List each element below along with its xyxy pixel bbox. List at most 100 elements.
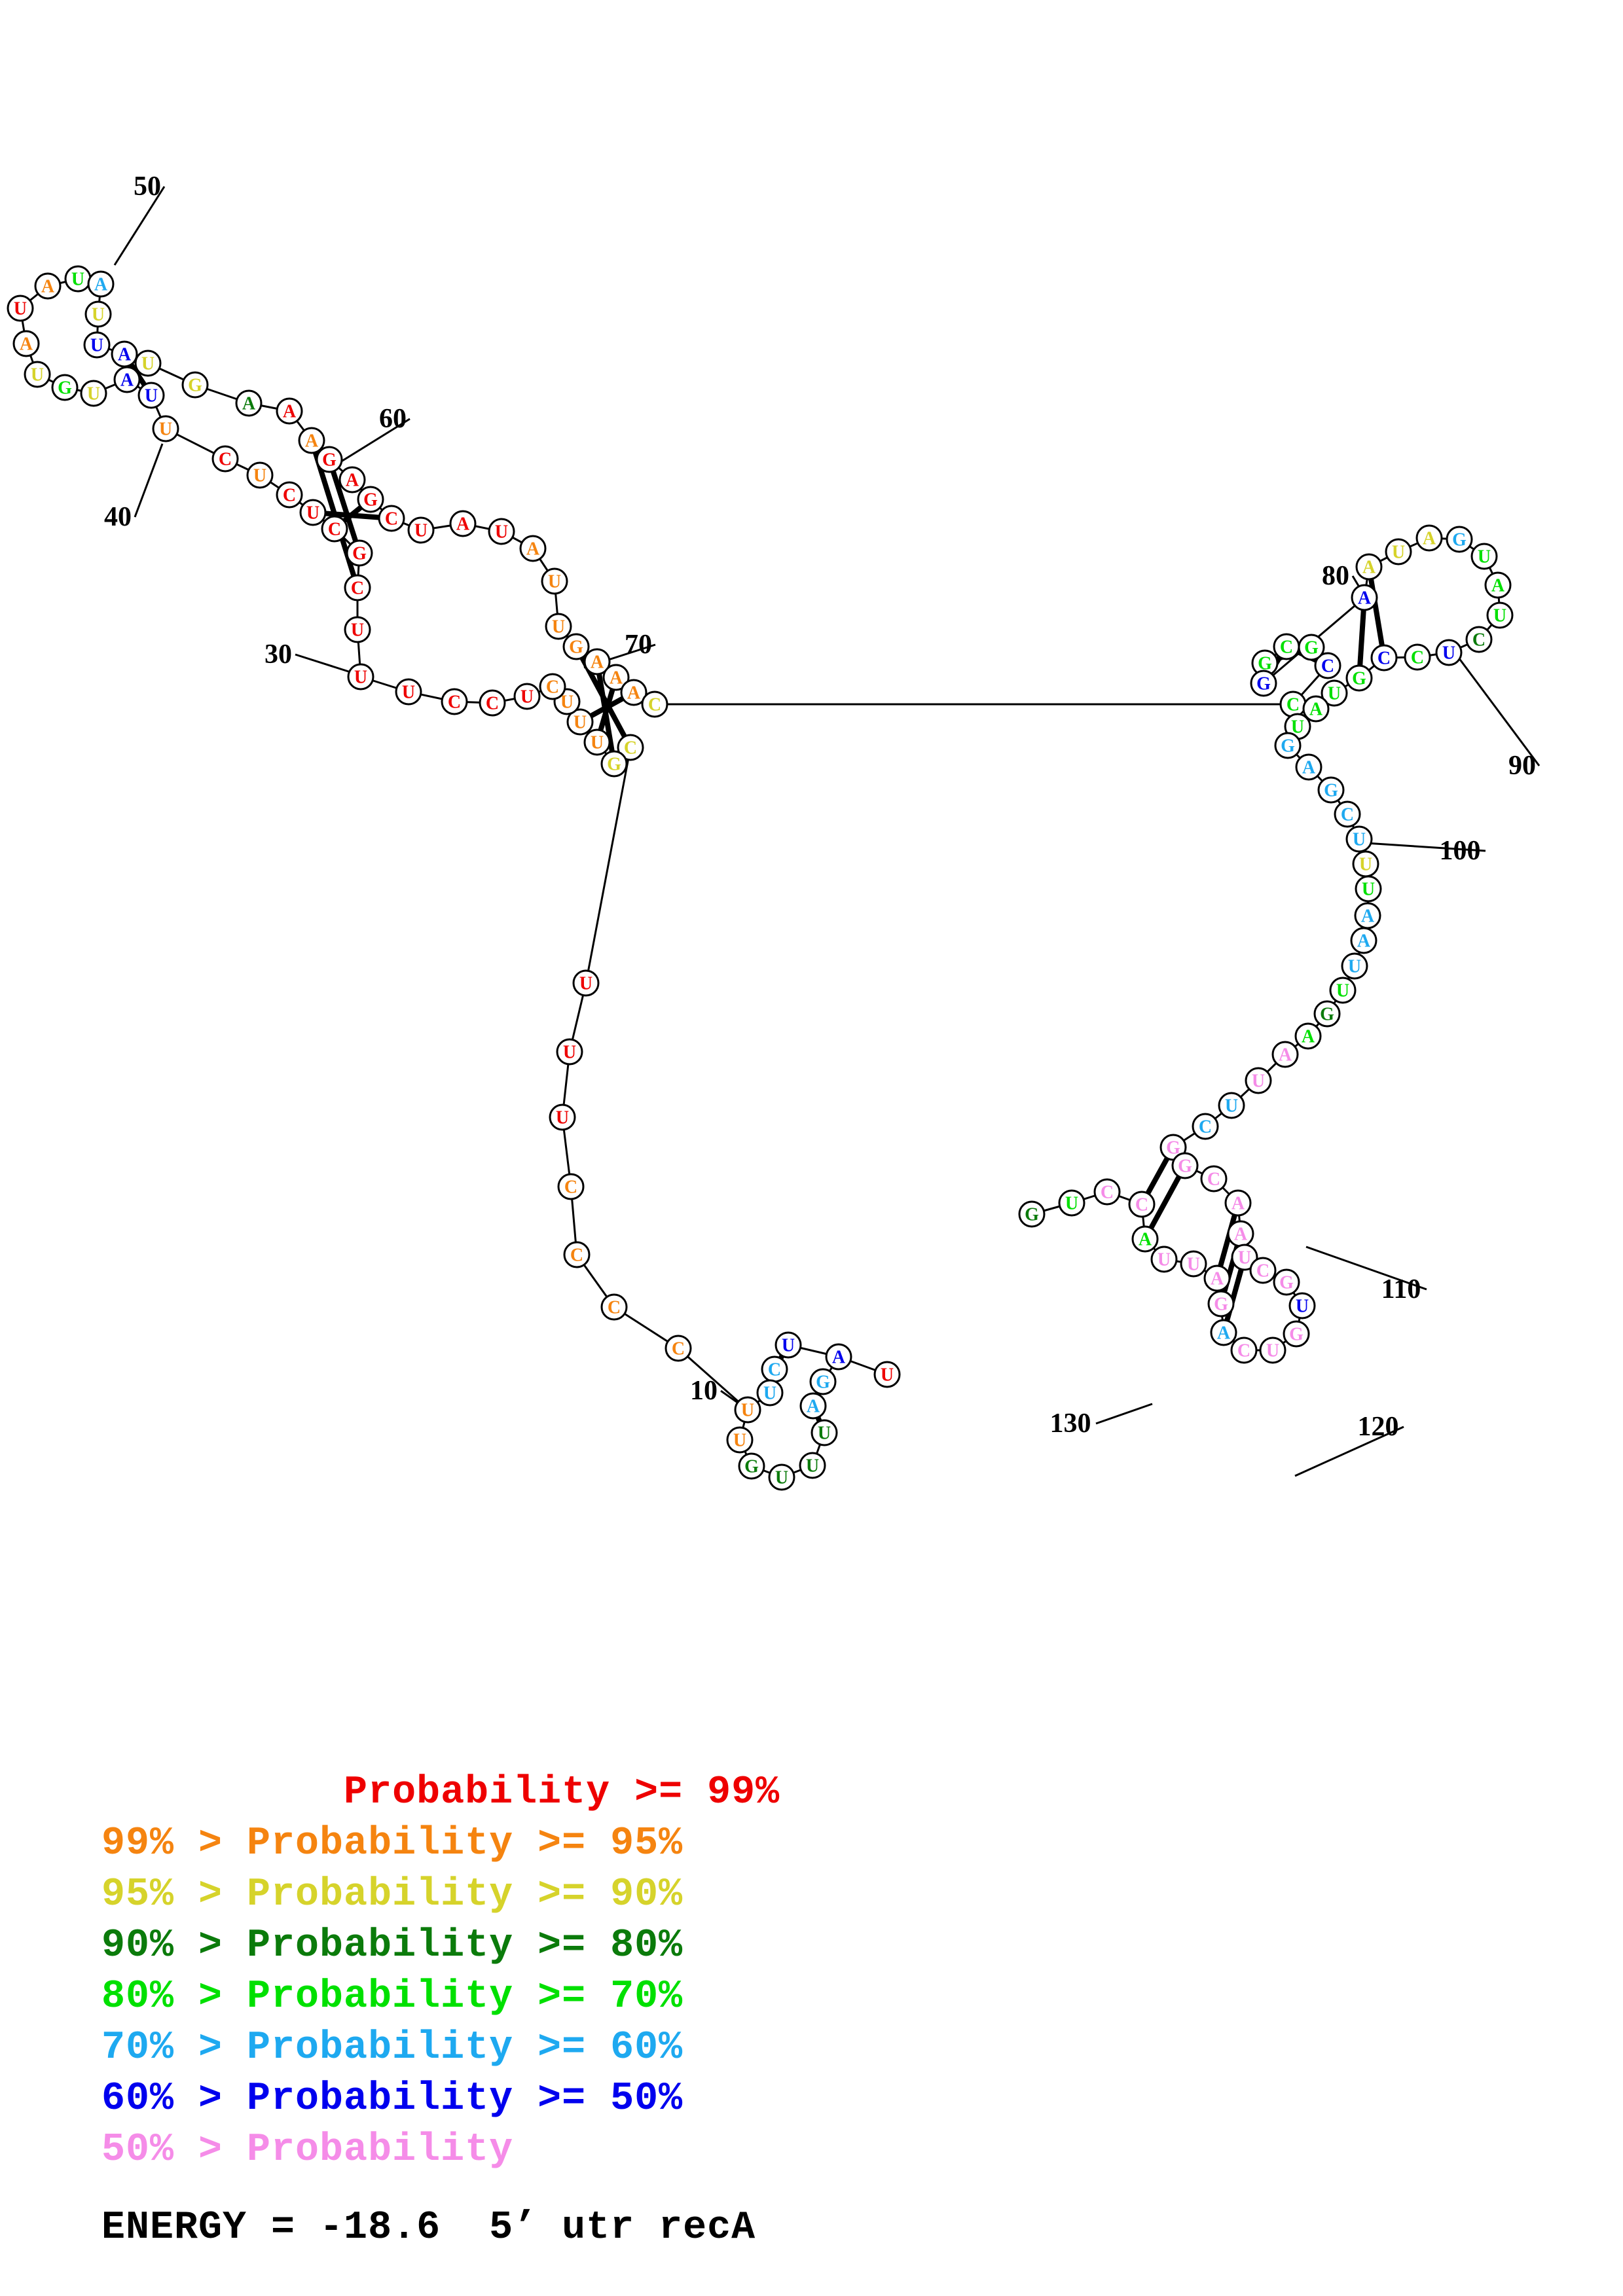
nucleotide-62[interactable]: C	[378, 505, 405, 532]
nucleotide-107[interactable]: G	[1313, 1000, 1341, 1028]
nucleotide-8[interactable]: U	[811, 1419, 838, 1446]
nucleotide-100[interactable]: U	[1345, 825, 1373, 853]
nucleotide-29[interactable]: C	[441, 688, 468, 715]
nucleotide-57[interactable]: A	[276, 397, 303, 425]
nucleotide-5[interactable]: C	[761, 1355, 788, 1383]
nucleotide-116[interactable]: A	[1224, 1189, 1252, 1217]
nucleotide-26[interactable]: C	[539, 673, 566, 700]
nucleotide-44[interactable]: G	[51, 374, 79, 401]
nucleotide-90[interactable]: C	[1404, 643, 1431, 671]
nucleotide-27[interactable]: U	[513, 683, 541, 710]
nucleotide-129[interactable]: U	[1150, 1246, 1178, 1273]
nucleotide-53[interactable]: A	[111, 340, 138, 368]
nucleotide-31[interactable]: U	[347, 663, 374, 691]
nucleotide-37[interactable]: C	[276, 481, 303, 509]
nucleotide-45[interactable]: U	[24, 361, 51, 388]
nucleotide-120[interactable]: G	[1273, 1268, 1300, 1296]
nucleotide-6[interactable]: A	[799, 1392, 827, 1420]
nucleotide-40[interactable]: U	[152, 415, 179, 442]
nucleotide-22[interactable]: G	[600, 750, 628, 778]
nucleotide-2[interactable]: A	[825, 1343, 852, 1371]
nucleotide-84[interactable]: G	[1446, 526, 1473, 553]
nucleotide-47[interactable]: U	[7, 295, 34, 322]
nucleotide-42[interactable]: A	[113, 366, 141, 393]
nucleotide-20[interactable]: U	[572, 969, 600, 997]
nucleotide-109[interactable]: A	[1271, 1041, 1299, 1068]
nucleotide-125[interactable]: A	[1210, 1319, 1237, 1346]
nucleotide-64[interactable]: A	[449, 510, 477, 537]
nucleotide-46[interactable]: A	[12, 330, 40, 357]
nucleotide-75[interactable]: C	[1314, 652, 1341, 679]
nucleotide-106[interactable]: U	[1329, 977, 1357, 1004]
nucleotide-121[interactable]: U	[1288, 1292, 1316, 1319]
nucleotide-86[interactable]: A	[1484, 571, 1512, 599]
nucleotide-17[interactable]: C	[557, 1173, 585, 1200]
nucleotide-61[interactable]: G	[357, 486, 384, 513]
nucleotide-85[interactable]: U	[1470, 543, 1498, 570]
nucleotide-1[interactable]: U	[873, 1361, 901, 1388]
nucleotide-97[interactable]: A	[1295, 753, 1322, 781]
nucleotide-3[interactable]: U	[775, 1331, 802, 1359]
nucleotide-91[interactable]: C	[1370, 644, 1398, 672]
nucleotide-122[interactable]: G	[1283, 1320, 1310, 1348]
nucleotide-60[interactable]: A	[338, 466, 366, 493]
nucleotide-63[interactable]: U	[407, 516, 435, 544]
nucleotide-102[interactable]: U	[1355, 875, 1382, 903]
nucleotide-66[interactable]: A	[519, 535, 547, 562]
nucleotide-10[interactable]: U	[734, 1396, 761, 1424]
nucleotide-130[interactable]: A	[1131, 1225, 1159, 1253]
nucleotide-9[interactable]: U	[799, 1452, 826, 1479]
nucleotide-14[interactable]: C	[665, 1335, 692, 1362]
nucleotide-50[interactable]: A	[87, 270, 115, 298]
nucleotide-98[interactable]: G	[1317, 776, 1345, 804]
nucleotide-128[interactable]: U	[1180, 1250, 1207, 1278]
nucleotide-21[interactable]: C	[617, 734, 644, 761]
nucleotide-123[interactable]: U	[1259, 1336, 1286, 1364]
nucleotide-41[interactable]: U	[137, 382, 165, 409]
nucleotide-83[interactable]: A	[1415, 524, 1443, 552]
nucleotide-117[interactable]: A	[1227, 1220, 1254, 1247]
nucleotide-68[interactable]: U	[545, 613, 572, 640]
nucleotide-88[interactable]: C	[1465, 626, 1493, 653]
nucleotide-110[interactable]: U	[1245, 1067, 1272, 1094]
nucleotide-39[interactable]: C	[211, 445, 239, 473]
nucleotide-112[interactable]: C	[1192, 1113, 1219, 1140]
nucleotide-70[interactable]: A	[583, 648, 611, 675]
nucleotide-78[interactable]: G	[1251, 649, 1279, 677]
nucleotide-56[interactable]: A	[235, 389, 263, 417]
nucleotide-111[interactable]: U	[1218, 1092, 1245, 1119]
nucleotide-32[interactable]: U	[344, 616, 371, 643]
nucleotide-74[interactable]: C	[1279, 691, 1307, 718]
nucleotide-96[interactable]: G	[1274, 732, 1302, 759]
nucleotide-114[interactable]: G	[1171, 1152, 1199, 1179]
nucleotide-94[interactable]: A	[1302, 695, 1330, 723]
nucleotide-33[interactable]: C	[344, 574, 371, 601]
nucleotide-76[interactable]: G	[1298, 634, 1325, 661]
nucleotide-108[interactable]: A	[1294, 1022, 1322, 1050]
nucleotide-34[interactable]: G	[346, 539, 373, 567]
nucleotide-24[interactable]: U	[566, 708, 594, 736]
nucleotide-11[interactable]: U	[726, 1426, 754, 1454]
nucleotide-67[interactable]: U	[541, 567, 568, 595]
nucleotide-52[interactable]: U	[83, 331, 111, 359]
nucleotide-127[interactable]: A	[1203, 1265, 1231, 1292]
nucleotide-87[interactable]: U	[1486, 601, 1514, 629]
nucleotide-15[interactable]: C	[600, 1293, 628, 1321]
nucleotide-71[interactable]: A	[602, 664, 630, 691]
nucleotide-58[interactable]: A	[298, 427, 325, 454]
nucleotide-16[interactable]: C	[563, 1241, 591, 1268]
nucleotide-65[interactable]: U	[488, 518, 515, 545]
nucleotide-38[interactable]: U	[246, 461, 274, 489]
nucleotide-101[interactable]: U	[1352, 850, 1379, 878]
nucleotide-77[interactable]: C	[1273, 633, 1300, 660]
nucleotide-132[interactable]: C	[1093, 1178, 1121, 1206]
nucleotide-126[interactable]: G	[1207, 1290, 1235, 1318]
nucleotide-115[interactable]: C	[1200, 1165, 1228, 1193]
nucleotide-82[interactable]: U	[1385, 538, 1412, 565]
nucleotide-13[interactable]: U	[768, 1463, 795, 1491]
nucleotide-12[interactable]: G	[738, 1452, 765, 1480]
nucleotide-103[interactable]: A	[1354, 902, 1381, 929]
nucleotide-104[interactable]: A	[1350, 927, 1377, 954]
nucleotide-23[interactable]: U	[583, 728, 611, 756]
nucleotide-35[interactable]: C	[321, 515, 348, 543]
